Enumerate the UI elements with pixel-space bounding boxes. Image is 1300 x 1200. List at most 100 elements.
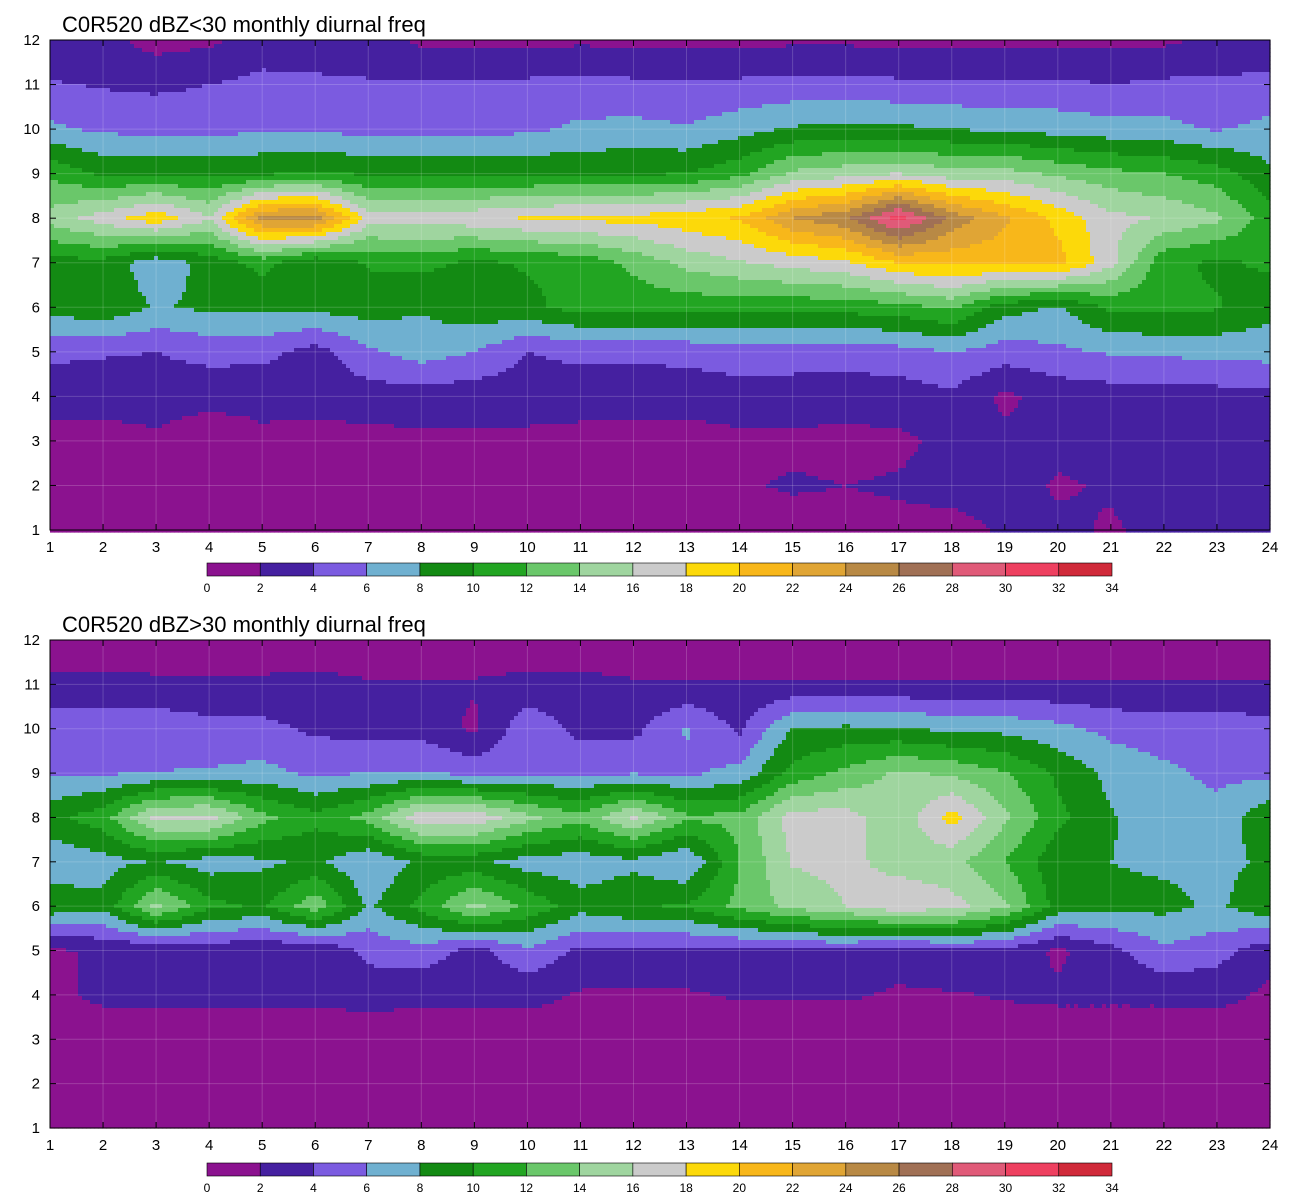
chart-title: C0R520 dBZ<30 monthly diurnal freq [62,12,426,37]
contour-cell [914,40,919,45]
contour-cell [778,56,783,61]
contour-cell [570,48,575,53]
contour-cell [826,48,831,53]
contour-cell [1134,40,1139,45]
contour-cell [918,48,923,53]
contour-cell [518,40,523,45]
contour-cell [926,52,931,57]
contour-cell [50,56,55,61]
contour-cell [1134,44,1139,49]
contour-cell [78,48,83,53]
contour-cell [158,48,163,53]
contour-cell [186,52,191,57]
contour-cell [1090,40,1095,45]
contour-cell [710,48,715,53]
contour-cell [54,44,59,49]
contour-cell [534,48,539,53]
contour-cell [1138,56,1143,61]
contour-cell [1206,40,1211,45]
contour-cell [142,52,147,57]
contour-cell [446,40,451,45]
contour-cell [878,40,883,45]
contour-cell [1022,44,1027,49]
contour-cell [834,40,839,45]
contour-cell [234,52,239,57]
contour-cell [274,48,279,53]
contour-cell [82,48,87,53]
contour-cell [342,48,347,53]
contour-cell [1086,44,1091,49]
contour-cell [802,48,807,53]
contour-cell [278,40,283,45]
contour-cell [374,52,379,57]
contour-cell [1254,52,1259,57]
contour-cell [926,48,931,53]
contour-cell [910,44,915,49]
contour-cell [1206,44,1211,49]
contour-cell [690,40,695,45]
contour-cell [354,52,359,57]
contour-cell [378,48,383,53]
contour-cell [146,40,151,45]
contour-cell [682,48,687,53]
contour-cell [890,40,895,45]
contour-cell [978,44,983,49]
contour-cell [726,48,731,53]
contour-cell [250,48,255,53]
contour-cell [334,56,339,61]
contour-cell [1098,40,1103,45]
contour-cell [850,44,855,49]
contour-cell [1058,40,1063,45]
contour-cell [438,56,443,61]
contour-cell [1246,48,1251,53]
contour-cell [482,52,487,57]
contour-cell [186,48,191,53]
contour-cell [226,40,231,45]
contour-cell [390,40,395,45]
contour-cell [1222,44,1227,49]
contour-cell [702,56,707,61]
contour-cell [250,44,255,49]
contour-cell [262,52,267,57]
contour-cell [786,48,791,53]
contour-cell [622,56,627,61]
contour-cell [902,56,907,61]
contour-cell [1262,48,1267,53]
contour-cell [62,56,67,61]
contour-cell [1166,44,1171,49]
contour-cell [854,44,859,49]
contour-cell [650,56,655,61]
contour-cell [606,52,611,57]
contour-cell [1142,52,1147,57]
contour-cell [590,44,595,49]
contour-cell [1254,44,1259,49]
contour-cell [462,40,467,45]
contour-cell [1234,48,1239,53]
contour-cell [658,56,663,61]
contour-cell [1114,40,1119,45]
contour-cell [1034,56,1039,61]
contour-cell [266,56,271,61]
contour-cell [1094,44,1099,49]
contour-cell [758,44,763,49]
contour-cell [1222,48,1227,53]
contour-cell [962,40,967,45]
contour-cell [970,40,975,45]
contour-cell [946,40,951,45]
contour-cell [1102,40,1107,45]
contour-cell [1198,48,1203,53]
contour-cell [330,48,335,53]
contour-cell [1206,56,1211,61]
contour-cell [546,52,551,57]
contour-cell [742,56,747,61]
contour-cell [666,52,671,57]
contour-cell [878,52,883,57]
contour-cell [810,52,815,57]
contour-cell [430,56,435,61]
contour-cell [1142,44,1147,49]
contour-cell [974,40,979,45]
contour-cell [926,44,931,49]
contour-cell [882,48,887,53]
contour-cell [302,40,307,45]
contour-cell [354,40,359,45]
